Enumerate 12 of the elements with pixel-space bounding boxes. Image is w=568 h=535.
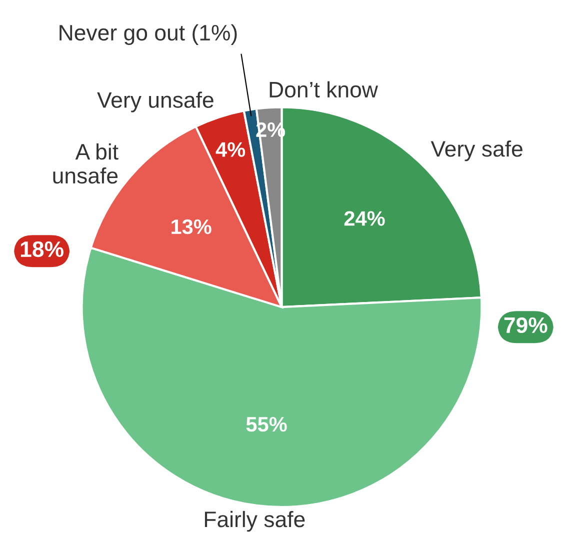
slice-label: A bit unsafe	[53, 143, 118, 184]
text: 18%	[20, 241, 64, 258]
data-label: 4%	[216, 142, 246, 157]
slice-label: Never go out (1%)	[60, 24, 237, 45]
slice-label: Don’t know	[270, 81, 378, 98]
slice-label: Fairly safe	[204, 510, 305, 532]
slice-label: Very safe	[430, 140, 522, 162]
data-label: 13%	[172, 219, 212, 234]
slice-label: Very unsafe	[97, 92, 214, 112]
data-label: 24%	[344, 211, 385, 226]
text: 79%	[504, 317, 548, 334]
data-label: 55%	[246, 416, 287, 432]
